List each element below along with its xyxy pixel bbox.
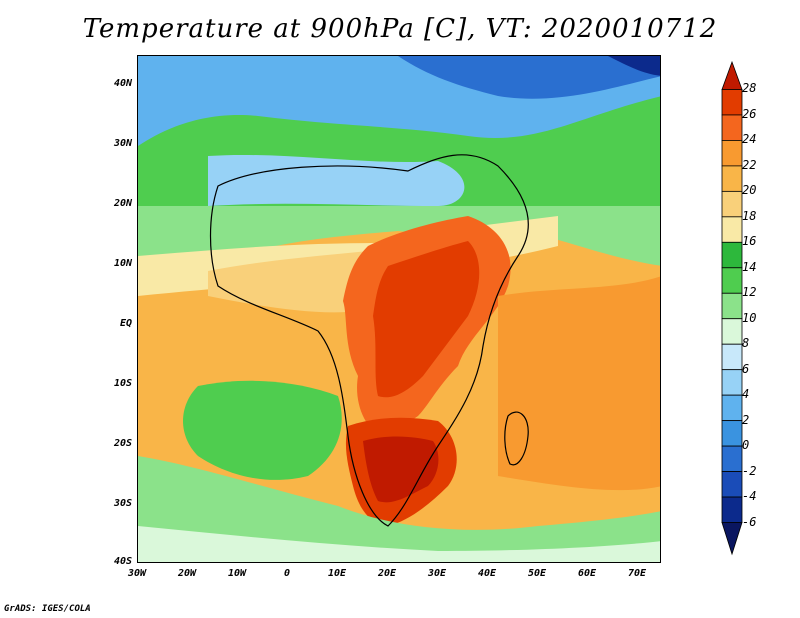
lon-label: 0	[283, 568, 291, 579]
colorbar-label: 10	[742, 310, 757, 325]
colorbar-swatch	[721, 343, 743, 371]
lat-label: 40N	[113, 78, 132, 89]
sahara-band	[208, 154, 465, 206]
lon-label: 20E	[377, 568, 397, 579]
colorbar-swatch	[721, 89, 743, 116]
lon-label: 50E	[527, 568, 547, 579]
lon-label: 10W	[227, 568, 247, 579]
colorbar-swatch	[721, 522, 743, 556]
europe-cold	[398, 56, 660, 99]
coldest-patch	[608, 56, 660, 76]
colorbar-swatch	[721, 496, 743, 523]
temperature-map	[137, 55, 661, 563]
chart-title: Temperature at 900hPa [C], VT: 202001071…	[82, 14, 718, 44]
lon-label: 70E	[627, 568, 647, 579]
colorbar	[721, 60, 743, 556]
madagascar-coastline	[504, 411, 529, 466]
colorbar-label: 16	[742, 234, 757, 249]
colorbar-swatch	[721, 471, 743, 498]
colorbar-label: 14	[742, 259, 757, 274]
southern-africa-hottest	[363, 436, 439, 503]
colorbar-swatch	[721, 369, 743, 396]
colorbar-swatch	[721, 292, 743, 320]
colorbar-label: 20	[742, 183, 757, 198]
colorbar-label: 8	[742, 336, 750, 351]
colorbar-swatch	[721, 140, 743, 167]
lon-label: 10E	[327, 568, 347, 579]
colorbar-swatch	[721, 445, 743, 472]
lon-label: 60E	[577, 568, 597, 579]
atlantic-green	[183, 380, 342, 480]
colorbar-label: 0	[742, 438, 750, 453]
lat-label: EQ	[119, 318, 132, 329]
colorbar-label: -4	[742, 489, 757, 504]
colorbar-label: 4	[742, 387, 750, 402]
colorbar-swatch	[721, 420, 743, 447]
lat-label: 20N	[113, 198, 132, 209]
lon-label: 40E	[477, 568, 497, 579]
colorbar-label: 2	[742, 412, 750, 427]
lat-label: 10S	[113, 378, 132, 389]
south-edge	[138, 526, 660, 562]
east-africa-hot	[373, 241, 480, 398]
colorbar-swatch	[721, 60, 743, 90]
colorbar-label: 6	[742, 361, 750, 376]
lon-label: 30E	[427, 568, 447, 579]
colorbar-label: 28	[742, 81, 757, 96]
lat-label: 40S	[113, 556, 132, 567]
indian-ocean-warm	[498, 276, 660, 491]
colorbar-swatch	[721, 241, 743, 269]
colorbar-swatch	[721, 114, 743, 141]
colorbar-swatch	[721, 165, 743, 192]
lat-label: 30S	[113, 498, 132, 509]
lon-label: 30W	[127, 568, 147, 579]
lon-label: 20W	[177, 568, 197, 579]
map-canvas	[138, 56, 660, 562]
colorbar-swatch	[721, 267, 743, 294]
colorbar-swatch	[721, 318, 743, 345]
colorbar-label: 22	[742, 157, 757, 172]
south-band	[138, 456, 660, 562]
colorbar-label: -6	[742, 514, 757, 529]
colorbar-label: 18	[742, 208, 757, 223]
colorbar-label: -2	[742, 463, 757, 478]
lat-label: 20S	[113, 438, 132, 449]
colorbar-label: 12	[742, 285, 757, 300]
colorbar-swatch	[721, 190, 743, 218]
lat-label: 30N	[113, 138, 132, 149]
credit-text: GrADS: IGES/COLA	[4, 604, 91, 614]
colorbar-label: 26	[742, 106, 757, 121]
colorbar-label: 24	[742, 132, 757, 147]
colorbar-swatch	[721, 216, 743, 243]
lat-label: 10N	[113, 258, 132, 269]
colorbar-swatch	[721, 394, 743, 422]
africa-coastline	[209, 154, 529, 527]
